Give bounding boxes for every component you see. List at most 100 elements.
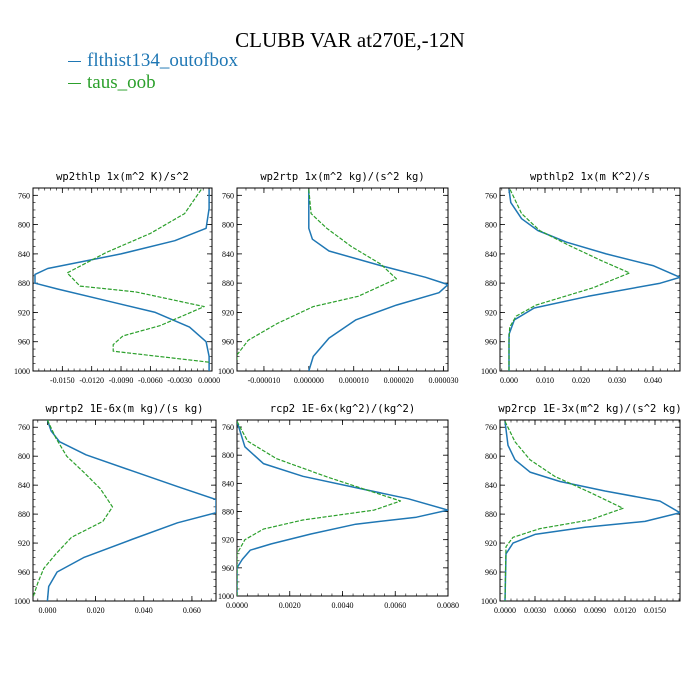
plot-frame <box>236 419 449 597</box>
y-tick-label: 760 <box>485 191 497 200</box>
series-line-flthist134 <box>237 421 448 596</box>
y-tick-label: 840 <box>18 250 30 259</box>
x-tick-label: 0.0000 <box>226 601 248 610</box>
x-tick-label: 0.0150 <box>644 606 666 615</box>
panel-5: rcp2 1E-6x(kg^2)/(kg^2) 0.0000 0.0020 0.004… <box>218 403 459 610</box>
y-tick-label: 800 <box>222 221 234 230</box>
y-tick-label: 920 <box>18 308 30 317</box>
x-tick-label: -0.0150 <box>50 376 75 385</box>
panel-title: wp2thlp 1x(m^2 K)/s^2 <box>56 171 189 183</box>
series-line-flthist134 <box>504 421 680 601</box>
y-tick-label: 800 <box>222 451 234 460</box>
y-tick-label: 960 <box>222 564 234 573</box>
series-line-taus-oob <box>66 189 210 363</box>
y-tick-label: 960 <box>18 568 30 577</box>
y-tick-label: 800 <box>485 452 497 461</box>
y-tick-label: 920 <box>485 539 497 548</box>
panel-4: wprtp2 1E-6x(m kg)/(s kg) 0.000 0.020 0.040… <box>14 403 217 615</box>
series-line-taus-oob <box>237 189 397 360</box>
x-tick-label: 0.000000 <box>294 376 324 385</box>
x-tick-label: 0.0000 <box>494 606 516 615</box>
y-tick-label: 960 <box>222 338 234 347</box>
x-tick-label: 0.000 <box>500 376 518 385</box>
plot-frame <box>499 419 681 602</box>
x-tick-label: 0.060 <box>183 606 201 615</box>
panel-title: wpthlp2 1x(m K^2)/s <box>530 171 650 183</box>
x-tick-label: -0.0090 <box>109 376 134 385</box>
panel-title: wp2rtp 1x(m^2 kg)/(s^2 kg) <box>260 171 424 183</box>
x-tick-label: 0.020 <box>572 376 590 385</box>
y-tick-label: 1000 <box>218 592 234 601</box>
y-tick-label: 760 <box>222 191 234 200</box>
y-tick-label: 880 <box>485 279 497 288</box>
y-tick-label: 1000 <box>218 367 234 376</box>
y-tick-label: 1000 <box>481 367 497 376</box>
y-tick-label: 920 <box>18 539 30 548</box>
x-tick-label: 0.000020 <box>384 376 414 385</box>
x-tick-label: 0.0090 <box>584 606 606 615</box>
legend-item-flthist134: flthist134_outofbox <box>68 50 238 72</box>
y-tick-label: 1000 <box>14 367 30 376</box>
series-line-taus-oob <box>237 421 402 596</box>
y-tick-label: 800 <box>18 452 30 461</box>
y-tick-label: 920 <box>222 308 234 317</box>
y-tick-label: 880 <box>485 510 497 519</box>
x-tick-label: -0.0060 <box>138 376 163 385</box>
x-tick-label: 0.0020 <box>279 601 301 610</box>
x-tick-label: 0.0060 <box>384 601 406 610</box>
series-line-flthist134 <box>46 420 216 601</box>
legend-line-icon <box>68 61 81 63</box>
y-tick-label: 880 <box>18 279 30 288</box>
y-tick-label: 1000 <box>14 597 30 606</box>
y-tick-label: 760 <box>18 191 30 200</box>
x-tick-label: 0.0040 <box>332 601 354 610</box>
y-tick-label: 840 <box>18 481 30 490</box>
series-line-taus-oob <box>33 420 114 598</box>
x-tick-label: 0.0030 <box>524 606 546 615</box>
legend-item-taus-oob: taus_oob <box>68 72 156 94</box>
y-tick-label: 840 <box>485 250 497 259</box>
legend-line-icon <box>68 83 81 85</box>
panel-1: wp2thlp 1x(m^2 K)/s^2 -0.0150 -0.0120 -0.00… <box>14 171 220 385</box>
y-tick-label: 760 <box>18 423 30 432</box>
y-tick-label: 800 <box>18 221 30 230</box>
plot-frame <box>32 187 213 372</box>
panel-6: wp2rcp 1E-3x(m^2 kg)/(s^2 kg) 0.0000 0.003… <box>481 403 682 615</box>
x-tick-label: 0.000 <box>38 606 56 615</box>
y-tick-label: 960 <box>485 568 497 577</box>
y-tick-label: 920 <box>485 308 497 317</box>
x-tick-label: 0.000030 <box>429 376 459 385</box>
x-tick-label: 0.040 <box>644 376 662 385</box>
x-tick-label: 0.000010 <box>339 376 369 385</box>
x-tick-label: -0.0120 <box>79 376 104 385</box>
x-tick-label: 0.020 <box>87 606 105 615</box>
x-tick-label: 0.0060 <box>554 606 576 615</box>
plot-frame <box>499 187 681 372</box>
y-tick-label: 880 <box>222 279 234 288</box>
y-tick-label: 1000 <box>481 597 497 606</box>
x-tick-label: 0.0120 <box>614 606 636 615</box>
panel-2: wp2rtp 1x(m^2 kg)/(s^2 kg) -0.000010 0.000… <box>218 171 459 385</box>
x-tick-label: 0.040 <box>135 606 153 615</box>
series-line-taus-oob <box>508 189 631 371</box>
plot-frame <box>236 187 449 372</box>
legend-label: flthist134_outofbox <box>87 50 238 71</box>
y-tick-label: 800 <box>485 221 497 230</box>
y-tick-label: 840 <box>485 481 497 490</box>
y-tick-label: 840 <box>222 250 234 259</box>
panel-title: wprtp2 1E-6x(m kg)/(s kg) <box>45 403 203 415</box>
panel-title: rcp2 1E-6x(kg^2)/(kg^2) <box>270 403 415 415</box>
x-tick-label: 0.0080 <box>437 601 459 610</box>
y-tick-label: 880 <box>222 508 234 517</box>
panel-title: wp2rcp 1E-3x(m^2 kg)/(s^2 kg) <box>498 403 681 415</box>
y-tick-label: 840 <box>222 479 234 488</box>
series-line-flthist134 <box>508 189 680 371</box>
x-tick-label: -0.000010 <box>248 376 281 385</box>
panel-3: wpthlp2 1x(m K^2)/s 0.000 0.010 0.020 0.030 0… <box>481 171 681 385</box>
series-line-flthist134 <box>308 189 448 371</box>
y-tick-label: 960 <box>485 338 497 347</box>
x-tick-label: -0.0030 <box>167 376 192 385</box>
series-line-flthist134 <box>34 189 210 371</box>
y-tick-label: 920 <box>222 536 234 545</box>
